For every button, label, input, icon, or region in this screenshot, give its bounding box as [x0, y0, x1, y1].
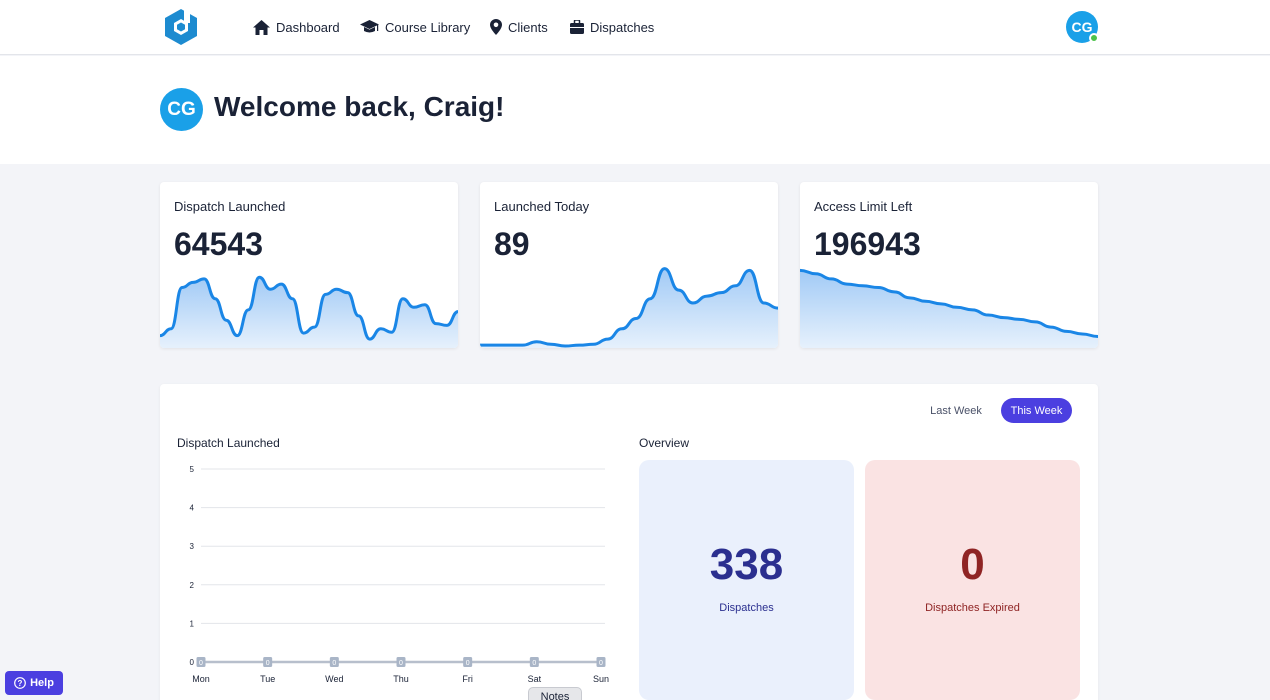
map-pin-icon [490, 19, 502, 35]
stat-value: 89 [494, 226, 530, 262]
stat-label: Access Limit Left [814, 199, 913, 214]
x-tick-label: Sat [528, 674, 542, 684]
graduation-cap-icon [360, 20, 379, 33]
dispatches-count: 338 [709, 540, 784, 589]
help-button[interactable]: ? Help [5, 671, 63, 695]
expired-count: 0 [960, 540, 985, 589]
bar-value-badge [263, 657, 273, 667]
app-logo[interactable] [162, 7, 200, 47]
sparkline-area [800, 270, 1098, 348]
nav-course-library[interactable]: Course Library [360, 18, 470, 36]
bar-value-label: 0 [599, 660, 603, 667]
sparkline-line [480, 267, 778, 348]
overview-dispatches-card: 338 Dispatches [639, 460, 854, 700]
bar-value-label: 0 [466, 660, 470, 667]
help-label: Help [30, 677, 54, 689]
welcome-title: Welcome back, Craig! [214, 91, 505, 122]
home-icon [253, 19, 270, 35]
bar-value-badge [463, 657, 473, 667]
sparkline-line [160, 275, 458, 341]
tab-last-week[interactable]: Last Week [930, 404, 982, 417]
top-navigation: Dashboard Course Library Clients Dispatc… [0, 0, 1270, 55]
nav-clients-label: Clients [508, 19, 548, 35]
x-tick-label: Thu [393, 674, 409, 684]
bar-value-badge [196, 657, 206, 667]
sparkline-area [480, 268, 778, 348]
stat-value: 64543 [174, 226, 263, 262]
question-circle-icon: ? [14, 677, 26, 689]
nav-dispatches[interactable]: Dispatches [570, 18, 654, 36]
bar-value-label: 0 [266, 660, 270, 667]
bar-value-label: 0 [399, 660, 403, 667]
y-tick-label: 0 [190, 658, 195, 667]
bar-value-badge [329, 657, 339, 667]
y-tick-label: 1 [190, 619, 195, 628]
y-tick-label: 2 [190, 581, 195, 590]
svg-text:?: ? [18, 679, 23, 688]
y-tick-label: 4 [190, 504, 195, 513]
notes-button[interactable]: Notes [528, 687, 582, 700]
tab-this-week[interactable]: This Week [1001, 398, 1072, 423]
expired-label: Dispatches Expired [925, 602, 1020, 614]
stat-card-launched-today: Launched Today 89 [480, 182, 778, 348]
bar-value-badge [396, 657, 406, 667]
y-tick-label: 5 [190, 465, 195, 474]
dispatches-label: Dispatches [719, 602, 774, 614]
stat-card-access-limit-left: Access Limit Left 196943 [800, 182, 1098, 348]
dispatch-bar-chart: 0 1 2 3 4 5 0 Mon 0 Tue 0 Wed 0 Thu 0 Fri 0 Sat 0 Sun [190, 465, 609, 684]
stat-value: 196943 [814, 226, 921, 262]
bar-value-label: 0 [332, 660, 336, 667]
nav-dashboard[interactable]: Dashboard [253, 18, 340, 36]
stat-label: Dispatch Launched [174, 199, 286, 214]
online-status-indicator [1089, 33, 1099, 43]
x-tick-label: Mon [192, 674, 210, 684]
bar-value-label: 0 [199, 660, 203, 667]
sparkline-access-limit-left [800, 268, 1098, 348]
x-tick-label: Sun [593, 674, 609, 684]
x-tick-label: Wed [325, 674, 343, 684]
welcome-avatar: CG [160, 88, 203, 131]
bar-value-label: 0 [532, 660, 536, 667]
bar-value-badge [529, 657, 539, 667]
stat-label: Launched Today [494, 199, 590, 214]
chart-section-title: Dispatch Launched [177, 436, 280, 450]
stat-card-dispatch-launched: Dispatch Launched 64543 [160, 182, 458, 348]
briefcase-icon [570, 20, 584, 34]
sparkline-dispatch-launched [160, 275, 458, 348]
sparkline-area [160, 277, 458, 348]
nav-dashboard-label: Dashboard [276, 19, 340, 35]
nav-course-library-label: Course Library [385, 19, 471, 35]
sparkline-launched-today [480, 267, 778, 348]
y-tick-label: 3 [190, 542, 195, 551]
nav-clients[interactable]: Clients [490, 18, 548, 36]
x-tick-label: Tue [260, 674, 275, 684]
overview-title: Overview [639, 436, 690, 450]
sparkline-line [800, 268, 1098, 339]
welcome-banner [0, 56, 1270, 164]
bar-value-badge [596, 657, 606, 667]
overview-expired-card: 0 Dispatches Expired [865, 460, 1080, 700]
x-tick-label: Fri [462, 674, 473, 684]
nav-dispatches-label: Dispatches [590, 19, 655, 35]
